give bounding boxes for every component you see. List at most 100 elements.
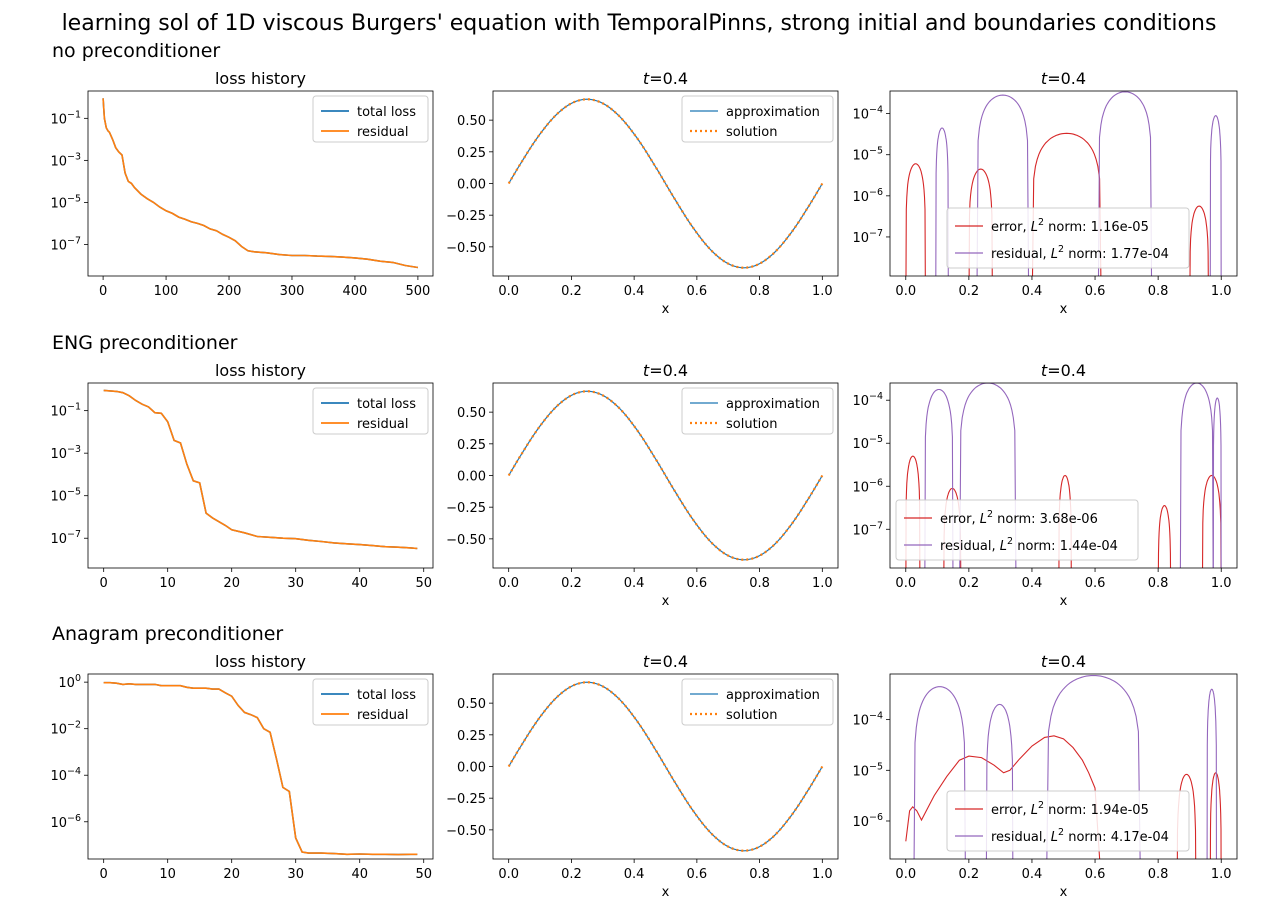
x-tick-label: 0.4	[1022, 576, 1043, 591]
x-tick-label: 0.8	[749, 284, 770, 299]
legend-label-error: error, L2 norm: 3.68e-06	[940, 509, 1098, 527]
series-residual	[103, 681, 418, 856]
x-tick-label: 0.4	[1022, 284, 1043, 299]
x-tick-label: 30	[287, 867, 304, 882]
y-tick-label: 10−4	[50, 766, 81, 784]
y-tick-label: 10−3	[50, 444, 81, 462]
x-tick-label: 0	[99, 284, 107, 299]
legend-label-residual: residual, L2 norm: 1.77e-04	[991, 244, 1169, 262]
x-tick-label: 0.6	[687, 867, 708, 882]
y-tick-label: 10−5	[852, 434, 883, 452]
y-tick-label: 10−4	[852, 711, 883, 729]
x-tick-label: 0.8	[1148, 867, 1169, 882]
loss-panel-title: loss history	[215, 652, 306, 671]
error-panel-title: t=0.4	[1041, 361, 1086, 380]
solution-panel-title: t=0.4	[643, 69, 688, 88]
x-tick-label: 500	[405, 284, 430, 299]
x-tick-label: 1.0	[1211, 284, 1232, 299]
x-tick-label: 1.0	[812, 576, 833, 591]
y-tick-label: 10−5	[50, 487, 81, 505]
row-label-3: Anagram preconditioner	[52, 623, 283, 645]
series-solution	[507, 681, 824, 852]
plot-area	[905, 91, 1222, 276]
y-tick-label: 10−7	[852, 520, 883, 538]
legend-label-approximation: approximation	[726, 105, 820, 120]
y-tick-label: −0.50	[446, 824, 486, 839]
error-panel-title: t=0.4	[1041, 69, 1086, 88]
y-tick-label: 10−7	[50, 529, 81, 547]
x-tick-label: 100	[154, 284, 179, 299]
x-tick-label: 0.2	[959, 284, 980, 299]
solution-panel-title: t=0.4	[643, 652, 688, 671]
legend-label-error: error, L2 norm: 1.16e-05	[991, 217, 1149, 235]
legend-label-solution: solution	[726, 125, 777, 140]
x-tick-label: 400	[343, 284, 368, 299]
x-axis-label: x	[1060, 885, 1068, 900]
x-axis-label: x	[1060, 302, 1068, 317]
y-tick-label: 0.50	[457, 114, 486, 129]
y-tick-label: 10−5	[50, 193, 81, 211]
solution-panel-2: t=0.4 0.50 0.25 0.00 −0.25 −0.50 0.0 0.2 0.4 0.6 0…	[446, 361, 839, 609]
legend-box	[895, 499, 1139, 561]
y-tick-label: 10−4	[852, 391, 883, 409]
legend-label-residual: residual	[357, 125, 409, 140]
legend-label-solution: solution	[726, 417, 777, 432]
x-tick-label: 50	[415, 576, 432, 591]
x-axis-label: x	[662, 302, 670, 317]
x-tick-label: 0.2	[959, 576, 980, 591]
axes-frame	[87, 673, 434, 860]
x-tick-label: 0.8	[1148, 576, 1169, 591]
series-residual	[913, 674, 1217, 859]
series-residual	[103, 389, 418, 550]
y-tick-label: 10−1	[50, 402, 81, 420]
x-tick-label: 10	[159, 867, 176, 882]
error-panel-2: t=0.4 10−7 10−6 10−5 10−4 0.0 0.2 0.4 0.6 0.8 1.0 x…	[852, 361, 1238, 609]
legend-label-solution: solution	[726, 708, 777, 723]
y-tick-label: −0.25	[446, 792, 486, 807]
x-tick-label: 0.0	[498, 576, 519, 591]
series-solution	[507, 390, 824, 561]
y-tick-label: 10−5	[852, 761, 883, 779]
figure-suptitle: learning sol of 1D viscous Burgers' equa…	[62, 11, 1217, 36]
axes-frame	[889, 90, 1238, 277]
loss-panel-title: loss history	[215, 69, 306, 88]
row-label-2: ENG preconditioner	[52, 332, 238, 354]
y-tick-label: 100	[58, 673, 81, 691]
plot-area	[905, 383, 1222, 568]
y-tick-label: 0.00	[457, 761, 486, 776]
x-tick-label: 0	[100, 576, 108, 591]
x-tick-label: 10	[159, 576, 176, 591]
x-tick-label: 50	[415, 867, 432, 882]
y-tick-label: 0.50	[457, 697, 486, 712]
x-tick-label: 0.4	[1022, 867, 1043, 882]
x-tick-label: 0.8	[1148, 284, 1169, 299]
x-axis-label: x	[662, 885, 670, 900]
y-tick-label: 10−4	[852, 105, 883, 123]
axes-frame	[492, 90, 839, 277]
axes-frame	[87, 90, 434, 277]
error-panel-3: t=0.4 10−6 10−5 10−4 0.0 0.2 0.4 0.6 0.8 1.0 x erro…	[852, 652, 1238, 900]
y-tick-label: 10−5	[852, 146, 883, 164]
solution-panel-1: t=0.4 0.50 0.25 0.00 −0.25 −0.50 0.0 0.2 0.4 0.6 0…	[446, 69, 839, 317]
y-tick-label: 0.00	[457, 178, 486, 193]
y-tick-label: 10−6	[50, 813, 81, 831]
series-solution	[507, 98, 824, 269]
legend-label-residual: residual	[357, 417, 409, 432]
legend-label-approximation: approximation	[726, 688, 820, 703]
legend-label-error: error, L2 norm: 1.94e-05	[991, 800, 1149, 818]
loss-panel-3: loss history 100 10−2 10−4 10−6 0 10 20 30 40 50 to…	[50, 652, 434, 882]
x-tick-label: 40	[351, 576, 368, 591]
legend-box	[681, 387, 834, 435]
row-label-1: no preconditioner	[52, 40, 220, 62]
y-tick-label: 10−7	[50, 235, 81, 253]
error-panel-title: t=0.4	[1041, 652, 1086, 671]
x-tick-label: 0	[100, 867, 108, 882]
y-tick-label: −0.50	[446, 533, 486, 548]
y-tick-label: −0.50	[446, 241, 486, 256]
legend-box	[946, 207, 1190, 269]
x-tick-label: 40	[351, 867, 368, 882]
loss-panel-2: loss history 10−1 10−3 10−5 10−7 0 10 20 30 40 50 t…	[50, 361, 434, 591]
series-error	[905, 132, 1209, 276]
legend-label-total: total loss	[357, 397, 416, 412]
y-tick-label: 0.25	[457, 729, 486, 744]
